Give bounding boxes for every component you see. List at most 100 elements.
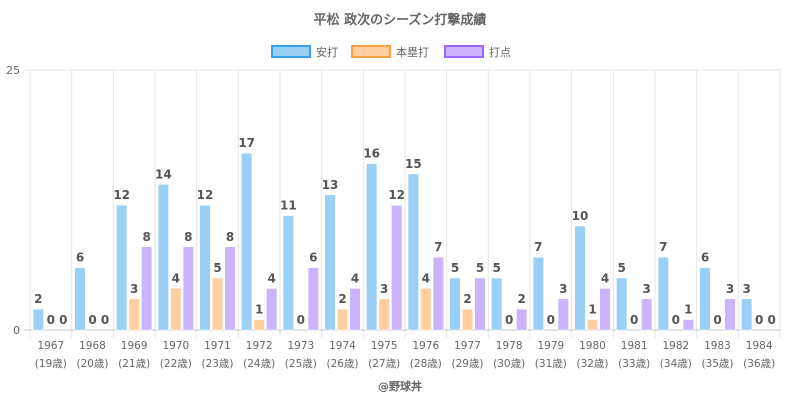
data-label: 17 bbox=[238, 136, 255, 150]
bar-rbi[interactable] bbox=[307, 267, 319, 331]
data-label: 0 bbox=[547, 313, 555, 327]
bar-hits[interactable] bbox=[324, 194, 336, 331]
legend-swatch[interactable] bbox=[271, 45, 311, 58]
data-label: 2 bbox=[338, 292, 346, 306]
bar-rbi[interactable] bbox=[141, 246, 153, 331]
x-tick-year: 1968 bbox=[79, 340, 106, 352]
data-label: 5 bbox=[213, 261, 221, 275]
bar-hits[interactable] bbox=[532, 256, 544, 331]
bar-hits[interactable] bbox=[699, 267, 711, 331]
bar-hits[interactable] bbox=[407, 173, 419, 331]
data-label: 0 bbox=[88, 313, 96, 327]
x-tick-age: (24歳) bbox=[243, 358, 275, 370]
bar-rbi[interactable] bbox=[516, 308, 528, 331]
x-tick-age: (28歳) bbox=[410, 358, 442, 370]
legend-swatch[interactable] bbox=[444, 45, 484, 58]
x-tick-year: 1969 bbox=[121, 340, 148, 352]
bar-hits[interactable] bbox=[199, 204, 211, 331]
bar-hits[interactable] bbox=[741, 298, 753, 331]
data-label: 2 bbox=[34, 292, 42, 306]
bar-home-runs[interactable] bbox=[420, 288, 432, 331]
x-tick-age: (20歳) bbox=[76, 358, 108, 370]
bar-hits[interactable] bbox=[32, 308, 44, 331]
bar-home-runs[interactable] bbox=[378, 298, 390, 331]
bar-rbi[interactable] bbox=[474, 277, 486, 331]
x-tick-age: (31歳) bbox=[535, 358, 567, 370]
legend-label[interactable]: 本塁打 bbox=[396, 45, 429, 59]
x-tick-year: 1975 bbox=[371, 340, 398, 352]
data-label: 13 bbox=[322, 178, 339, 192]
bar-home-runs[interactable] bbox=[212, 277, 223, 331]
bar-hits[interactable] bbox=[449, 277, 461, 331]
data-labels: 20 060 01238144812581714110613241631215475… bbox=[34, 136, 776, 327]
bar-rbi[interactable] bbox=[641, 298, 653, 331]
data-label: 3 bbox=[380, 282, 388, 296]
x-tick-year: 1980 bbox=[579, 340, 606, 352]
x-tick-year: 1971 bbox=[204, 340, 231, 352]
bar-rbi[interactable] bbox=[557, 298, 569, 331]
data-label: 11 bbox=[280, 199, 297, 213]
data-label: 4 bbox=[267, 271, 275, 285]
legend-label[interactable]: 安打 bbox=[316, 45, 338, 59]
bar-rbi[interactable] bbox=[682, 319, 694, 331]
data-label: 1 bbox=[255, 303, 263, 317]
x-tick-age: (23歳) bbox=[201, 358, 233, 370]
data-label: 5 bbox=[476, 261, 484, 275]
data-label: 4 bbox=[422, 271, 430, 285]
x-tick-age: (22歳) bbox=[160, 358, 192, 370]
bar-rbi[interactable] bbox=[391, 204, 403, 331]
bar-rbi[interactable] bbox=[724, 298, 736, 331]
legend-swatch[interactable] bbox=[351, 45, 391, 58]
x-tick-year: 1972 bbox=[246, 340, 273, 352]
bars bbox=[32, 152, 753, 331]
data-label: 0 bbox=[630, 313, 638, 327]
bar-rbi[interactable] bbox=[182, 246, 194, 331]
x-tick-age: (36歳) bbox=[743, 358, 775, 370]
bar-home-runs[interactable] bbox=[128, 298, 140, 331]
data-label: 0 bbox=[767, 313, 775, 327]
data-label: 0 bbox=[755, 313, 763, 327]
bar-rbi[interactable] bbox=[266, 288, 278, 331]
bar-home-runs[interactable] bbox=[253, 319, 265, 331]
bar-hits[interactable] bbox=[74, 267, 86, 331]
data-label: 5 bbox=[451, 261, 459, 275]
y-tick-label: 0 bbox=[13, 324, 20, 337]
bar-rbi[interactable] bbox=[432, 256, 444, 331]
bar-hits[interactable] bbox=[116, 204, 128, 331]
bar-hits[interactable] bbox=[574, 225, 586, 331]
x-tick-age: (33歳) bbox=[618, 358, 650, 370]
data-label: 8 bbox=[184, 230, 192, 244]
legend-label[interactable]: 打点 bbox=[489, 45, 511, 59]
data-label: 6 bbox=[309, 251, 317, 265]
data-label: 15 bbox=[405, 157, 422, 171]
x-tick-year: 1979 bbox=[537, 340, 564, 352]
bar-hits[interactable] bbox=[366, 163, 378, 331]
bar-rbi[interactable] bbox=[224, 246, 236, 331]
x-tick-year: 1983 bbox=[704, 340, 731, 352]
chart-title: 平松 政次のシーズン打撃成績 bbox=[314, 12, 487, 28]
data-label: 12 bbox=[197, 188, 214, 202]
bar-hits[interactable] bbox=[157, 184, 169, 331]
bar-home-runs[interactable] bbox=[170, 288, 182, 331]
x-tick-age: (30歳) bbox=[493, 358, 525, 370]
bar-home-runs[interactable] bbox=[462, 308, 473, 331]
bar-hits[interactable] bbox=[491, 277, 503, 331]
bar-hits[interactable] bbox=[657, 256, 669, 331]
data-label: 10 bbox=[572, 209, 589, 223]
bar-home-runs[interactable] bbox=[587, 319, 598, 331]
bar-hits[interactable] bbox=[616, 277, 628, 331]
y-axis: 0 25 bbox=[6, 64, 20, 337]
bar-rbi[interactable] bbox=[349, 288, 361, 331]
bar-hits[interactable] bbox=[282, 215, 294, 331]
data-label: 7 bbox=[534, 240, 542, 254]
data-label: 1 bbox=[588, 303, 596, 317]
data-label: 3 bbox=[726, 282, 734, 296]
x-tick-year: 1974 bbox=[329, 340, 356, 352]
x-tick-age: (29歳) bbox=[451, 358, 483, 370]
bar-hits[interactable] bbox=[241, 152, 253, 331]
bar-rbi[interactable] bbox=[599, 288, 611, 331]
data-label: 0 bbox=[672, 313, 680, 327]
x-tick-age: (32歳) bbox=[576, 358, 608, 370]
bar-home-runs[interactable] bbox=[337, 308, 348, 331]
